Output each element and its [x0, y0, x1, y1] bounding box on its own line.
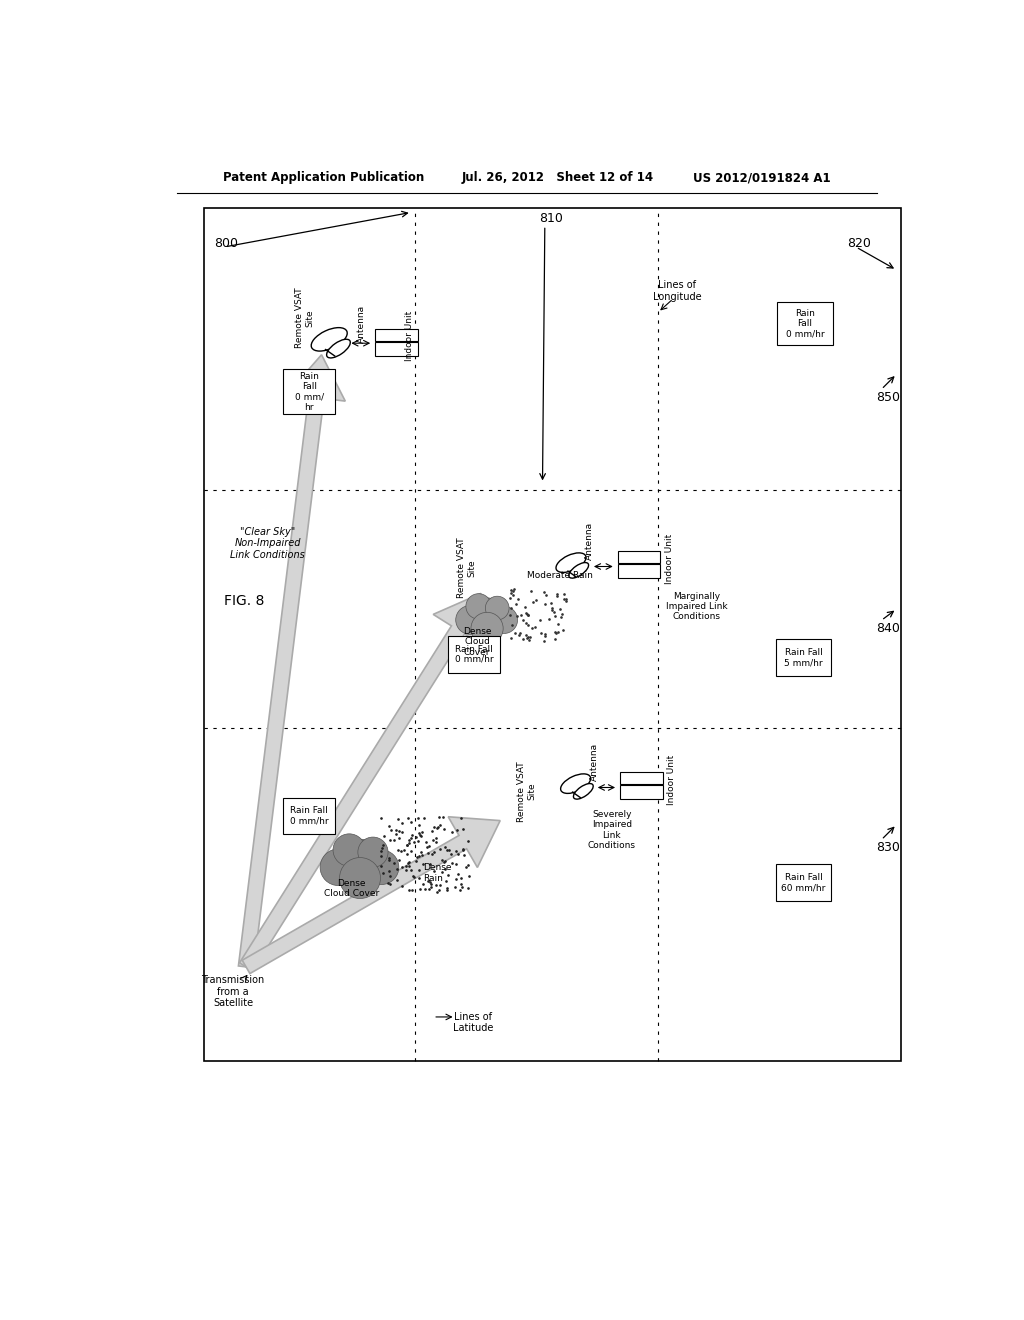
Circle shape	[365, 850, 398, 884]
Text: Remote VSAT
Site: Remote VSAT Site	[295, 288, 314, 348]
Text: Rain Fall
0 mm/hr: Rain Fall 0 mm/hr	[290, 807, 329, 826]
Bar	[376, 330, 418, 341]
Text: Rain Fall
60 mm/hr: Rain Fall 60 mm/hr	[781, 874, 825, 892]
Ellipse shape	[556, 553, 586, 573]
Text: US 2012/0191824 A1: US 2012/0191824 A1	[692, 172, 830, 185]
Circle shape	[333, 834, 366, 866]
Circle shape	[456, 606, 484, 635]
Text: Transmission
from a
Satellite: Transmission from a Satellite	[202, 975, 264, 1008]
Text: Rain Fall
5 mm/hr: Rain Fall 5 mm/hr	[784, 648, 823, 667]
Circle shape	[340, 858, 381, 899]
Polygon shape	[243, 817, 500, 974]
Text: 800: 800	[214, 236, 238, 249]
Text: Antenna: Antenna	[357, 305, 366, 343]
Circle shape	[357, 837, 388, 867]
Bar	[617, 552, 660, 562]
Circle shape	[466, 594, 492, 619]
Text: Indoor Unit: Indoor Unit	[404, 310, 414, 360]
Circle shape	[468, 598, 506, 635]
Text: FIG. 8: FIG. 8	[224, 594, 265, 609]
Text: Rain Fall
0 mm/hr: Rain Fall 0 mm/hr	[455, 644, 494, 664]
Text: Remote VSAT
Site: Remote VSAT Site	[517, 762, 537, 821]
Bar	[204, 209, 900, 1061]
Circle shape	[336, 840, 384, 887]
Circle shape	[321, 849, 356, 886]
Ellipse shape	[568, 562, 589, 578]
Text: Indoor Unit: Indoor Unit	[668, 755, 677, 805]
Bar	[621, 772, 663, 784]
Text: "Clear Sky"
Non-Impaired
Link Conditions: "Clear Sky" Non-Impaired Link Conditions	[230, 527, 305, 560]
Text: Antenna: Antenna	[590, 743, 599, 781]
Bar	[776, 639, 831, 676]
Bar	[283, 370, 336, 414]
Bar	[777, 302, 833, 345]
Text: Dense
Cloud Cover: Dense Cloud Cover	[324, 879, 379, 898]
Text: Moderate Rain: Moderate Rain	[527, 572, 593, 581]
Text: Lines of
Latitude: Lines of Latitude	[453, 1011, 494, 1034]
Bar	[776, 865, 831, 902]
Bar	[283, 797, 336, 834]
Circle shape	[471, 612, 503, 644]
Bar	[617, 564, 660, 578]
Bar	[621, 785, 663, 799]
Text: Marginally
Impaired Link
Conditions: Marginally Impaired Link Conditions	[666, 591, 727, 622]
Text: Rain
Fall
0 mm/hr: Rain Fall 0 mm/hr	[785, 309, 824, 339]
Ellipse shape	[311, 327, 347, 351]
Text: Remote VSAT
Site: Remote VSAT Site	[457, 537, 476, 598]
Polygon shape	[240, 594, 482, 972]
Text: 830: 830	[876, 841, 900, 854]
Text: Jul. 26, 2012   Sheet 12 of 14: Jul. 26, 2012 Sheet 12 of 14	[462, 172, 653, 185]
Text: Dense
Rain: Dense Rain	[423, 863, 452, 883]
Text: Dense
Cloud
Cover: Dense Cloud Cover	[463, 627, 492, 657]
Text: Lines of
Longitude: Lines of Longitude	[653, 280, 701, 302]
Text: 840: 840	[876, 622, 900, 635]
Text: Indoor Unit: Indoor Unit	[665, 533, 674, 583]
Ellipse shape	[560, 774, 591, 793]
Text: 850: 850	[876, 391, 900, 404]
Text: 820: 820	[847, 236, 870, 249]
Text: Antenna: Antenna	[585, 521, 594, 560]
Ellipse shape	[327, 339, 350, 358]
Bar	[376, 342, 418, 356]
Text: Severely
Impaired
Link
Conditions: Severely Impaired Link Conditions	[588, 809, 636, 850]
Text: Patent Application Publication: Patent Application Publication	[223, 172, 424, 185]
Text: 810: 810	[539, 213, 562, 224]
Circle shape	[490, 606, 517, 634]
Bar	[447, 636, 500, 673]
Text: Rain
Fall
0 mm/
hr: Rain Fall 0 mm/ hr	[295, 372, 324, 412]
Ellipse shape	[573, 784, 593, 799]
Polygon shape	[239, 355, 345, 968]
Circle shape	[485, 597, 509, 620]
